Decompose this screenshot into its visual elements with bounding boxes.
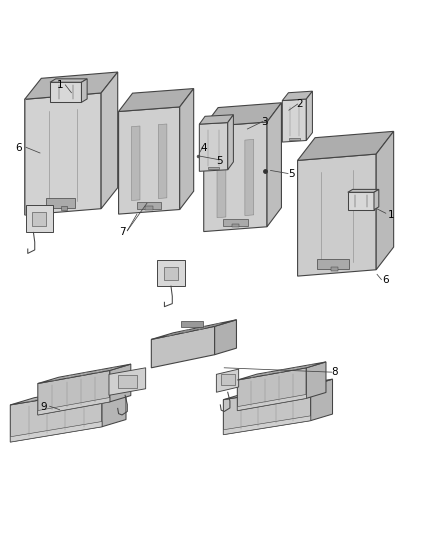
Polygon shape [297, 154, 376, 276]
Polygon shape [131, 126, 140, 200]
Polygon shape [119, 107, 180, 214]
Polygon shape [102, 382, 126, 427]
Bar [208, 167, 219, 169]
Polygon shape [228, 115, 233, 169]
Polygon shape [11, 382, 126, 405]
Text: 4: 4 [201, 143, 207, 153]
Bar [118, 375, 138, 388]
Polygon shape [306, 362, 326, 398]
Bar [232, 224, 239, 228]
Text: 3: 3 [261, 117, 268, 126]
Polygon shape [311, 379, 332, 421]
Bar [221, 374, 235, 385]
Polygon shape [223, 416, 311, 434]
Polygon shape [204, 103, 282, 127]
Polygon shape [204, 122, 267, 231]
Polygon shape [164, 266, 178, 280]
Polygon shape [237, 362, 326, 380]
Polygon shape [180, 88, 194, 209]
Bar [289, 138, 300, 140]
Polygon shape [237, 368, 306, 410]
Bar [145, 206, 153, 210]
Polygon shape [151, 326, 215, 368]
Polygon shape [199, 123, 228, 171]
Text: 8: 8 [332, 367, 338, 377]
Text: 1: 1 [388, 210, 395, 220]
Polygon shape [374, 189, 379, 210]
Polygon shape [283, 99, 306, 142]
Bar [137, 202, 161, 209]
Text: 9: 9 [40, 402, 47, 412]
Polygon shape [348, 192, 374, 210]
Polygon shape [237, 394, 306, 410]
Polygon shape [223, 386, 311, 434]
Polygon shape [217, 142, 226, 217]
Polygon shape [50, 79, 87, 82]
Bar [331, 267, 339, 271]
Polygon shape [81, 79, 87, 102]
Text: 5: 5 [216, 156, 223, 166]
Polygon shape [38, 398, 110, 415]
Polygon shape [25, 72, 118, 99]
Polygon shape [283, 91, 312, 101]
Polygon shape [376, 131, 394, 270]
Text: 6: 6 [16, 143, 22, 153]
Bar [61, 206, 67, 211]
Bar [46, 198, 75, 208]
Polygon shape [199, 115, 233, 124]
Polygon shape [158, 124, 167, 198]
Text: 7: 7 [119, 228, 125, 237]
Text: 2: 2 [297, 99, 303, 109]
Polygon shape [38, 364, 131, 384]
Polygon shape [50, 82, 81, 102]
Polygon shape [11, 390, 102, 442]
Polygon shape [38, 370, 110, 415]
Polygon shape [223, 379, 332, 400]
Polygon shape [109, 368, 146, 395]
Polygon shape [267, 103, 282, 227]
Polygon shape [25, 205, 53, 232]
Polygon shape [32, 212, 46, 225]
Bar [223, 219, 248, 227]
Polygon shape [101, 72, 118, 209]
Polygon shape [151, 320, 237, 340]
Text: 6: 6 [382, 276, 389, 286]
Polygon shape [157, 260, 185, 286]
Polygon shape [110, 364, 131, 402]
Bar [317, 259, 349, 269]
Polygon shape [216, 369, 239, 392]
Polygon shape [25, 93, 101, 215]
Polygon shape [348, 189, 379, 192]
Polygon shape [119, 88, 194, 111]
Polygon shape [297, 131, 394, 160]
Text: 5: 5 [288, 169, 294, 179]
Polygon shape [215, 320, 237, 354]
Text: 1: 1 [57, 80, 63, 90]
Bar [181, 321, 203, 327]
Polygon shape [245, 140, 254, 215]
Polygon shape [11, 422, 102, 442]
Polygon shape [306, 91, 312, 141]
